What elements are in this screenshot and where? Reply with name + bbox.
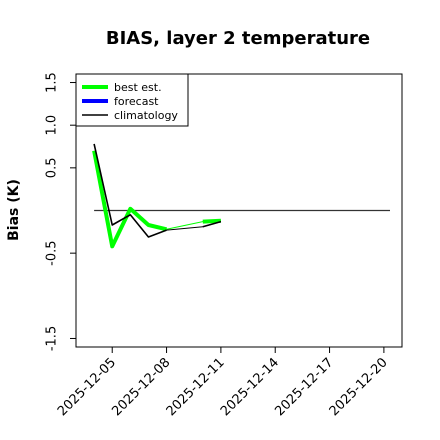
best-est-line — [92, 150, 168, 249]
best-est-line-end — [202, 218, 221, 224]
y-tick-label: -0.5 — [45, 240, 60, 265]
y-tick-label: 0.5 — [45, 158, 60, 179]
plot-area — [92, 143, 390, 249]
plot-frame — [75, 73, 403, 348]
y-tick-label: 1.5 — [45, 72, 60, 93]
x-tick-label: 2025-12-20 — [327, 355, 391, 419]
legend-label: climatology — [114, 109, 178, 122]
legend-label: best est. — [114, 81, 162, 94]
climatology-line — [93, 143, 167, 238]
y-axis-label: Bias (K) — [6, 179, 22, 241]
legend-label: forecast — [114, 95, 159, 108]
x-axis: 2025-12-052025-12-082025-12-112025-12-14… — [55, 347, 391, 419]
y-tick-label: -1.5 — [45, 326, 60, 351]
y-axis: -1.5 -0.5 0.5 1.0 1.5 — [45, 72, 76, 351]
y-tick-label: 1.0 — [45, 115, 60, 136]
climatology-line-end — [202, 220, 222, 228]
chart-title: BIAS, layer 2 temperature — [106, 28, 370, 49]
